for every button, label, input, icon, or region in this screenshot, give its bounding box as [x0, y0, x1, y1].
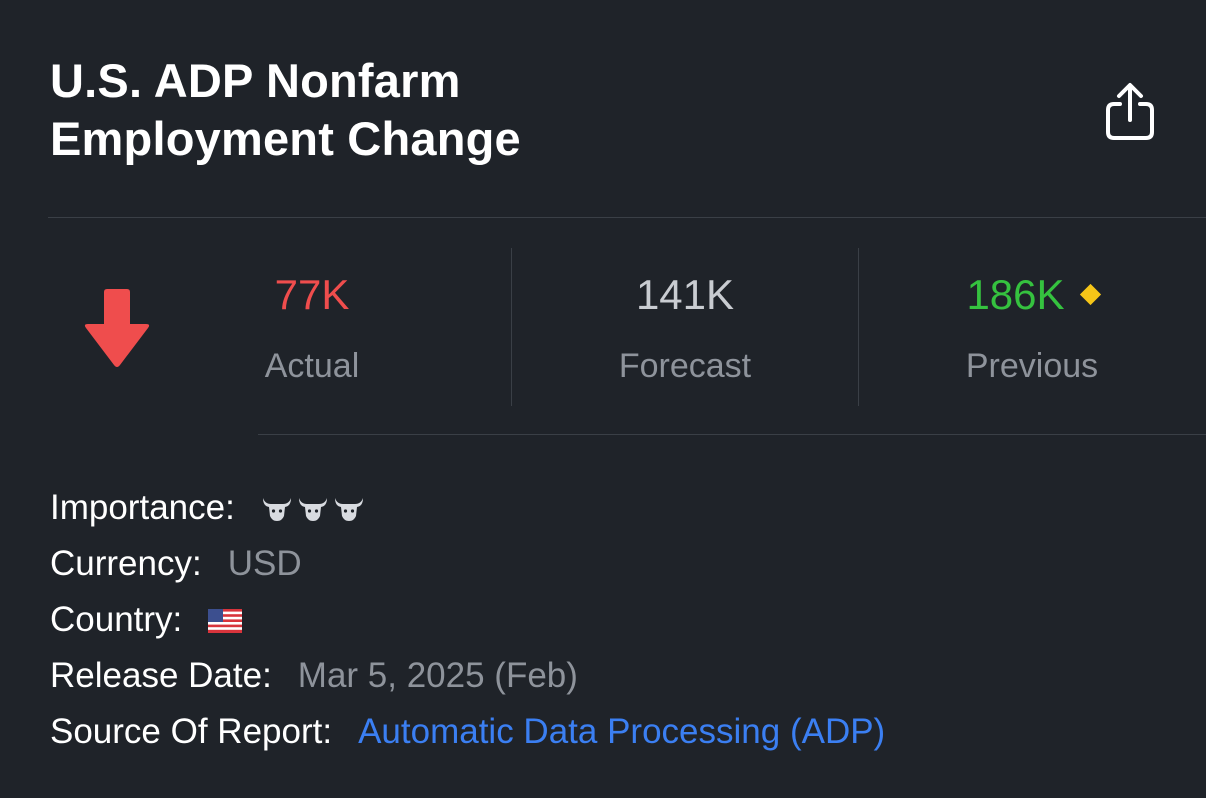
page-title: U.S. ADP Nonfarm Employment Change — [50, 54, 521, 165]
currency-value: USD — [227, 544, 302, 583]
forecast-label: Forecast — [618, 347, 752, 385]
bull-icon — [298, 498, 327, 521]
previous-value-row: 186K — [858, 270, 1206, 320]
arrow-down-icon — [84, 289, 150, 367]
actual-stat: 77K Actual — [200, 248, 424, 406]
importance-row: Importance: — [50, 480, 885, 536]
actual-value: 77K — [274, 271, 350, 318]
release-date-row: Release Date: Mar 5, 2025 (Feb) — [50, 648, 885, 704]
previous-stat: 186K Previous — [858, 248, 1206, 406]
importance-label: Importance: — [50, 488, 235, 527]
source-row: Source Of Report: Automatic Data Process… — [50, 704, 885, 760]
diamond-icon — [1079, 283, 1101, 306]
event-details: Importance: Curre — [50, 480, 885, 760]
country-label: Country: — [50, 600, 183, 639]
share-button[interactable] — [1100, 80, 1160, 144]
column-divider — [511, 248, 512, 406]
country-row: Country: — [50, 592, 885, 648]
currency-label: Currency: — [50, 544, 202, 583]
source-link[interactable]: Automatic Data Processing (ADP) — [358, 712, 886, 751]
share-icon — [1106, 83, 1154, 140]
header-divider — [48, 217, 1206, 218]
release-date-value: Mar 5, 2025 (Feb) — [297, 656, 578, 695]
bull-icon — [262, 498, 291, 521]
previous-label: Previous — [965, 347, 1099, 385]
importance-rating — [261, 494, 365, 522]
source-label: Source Of Report: — [50, 712, 333, 751]
currency-row: Currency: USD — [50, 536, 885, 592]
actual-label: Actual — [264, 347, 360, 385]
summary-divider — [258, 434, 1206, 435]
forecast-stat: 141K Forecast — [512, 248, 858, 406]
column-divider — [858, 248, 859, 406]
bull-icon — [334, 498, 363, 521]
previous-value: 186K — [966, 271, 1065, 318]
release-date-label: Release Date: — [50, 656, 272, 695]
us-flag-icon — [208, 609, 243, 633]
forecast-value: 141K — [635, 271, 735, 318]
